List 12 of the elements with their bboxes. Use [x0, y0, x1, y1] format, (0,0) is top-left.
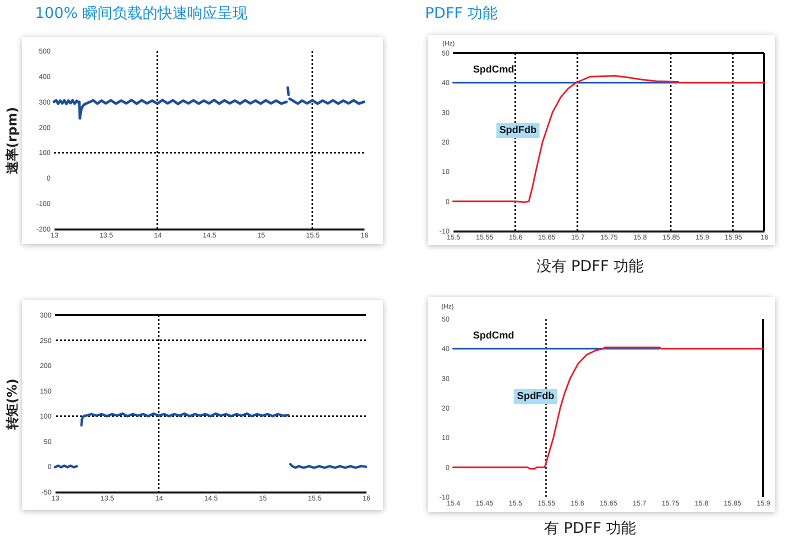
- chart-title: 100% 瞬间负载的快速响应呈现: [35, 4, 248, 22]
- y-axis-title: 转矩(%): [6, 378, 20, 430]
- series-label: SpdFdb: [517, 391, 554, 402]
- text: 没有 PDFF 功能: [535, 256, 645, 276]
- y-axis-title: 速率(rpm): [4, 106, 20, 174]
- series-label: SpdCmd: [473, 330, 514, 342]
- series-label: SpdFdb: [499, 125, 537, 136]
- chart-title: PDFF 功能: [425, 4, 498, 22]
- line-series: [452, 346, 764, 470]
- text: 有 PDFF 功能: [542, 518, 638, 538]
- series-label: SpdCmd: [473, 64, 514, 76]
- line-series: [452, 75, 765, 204]
